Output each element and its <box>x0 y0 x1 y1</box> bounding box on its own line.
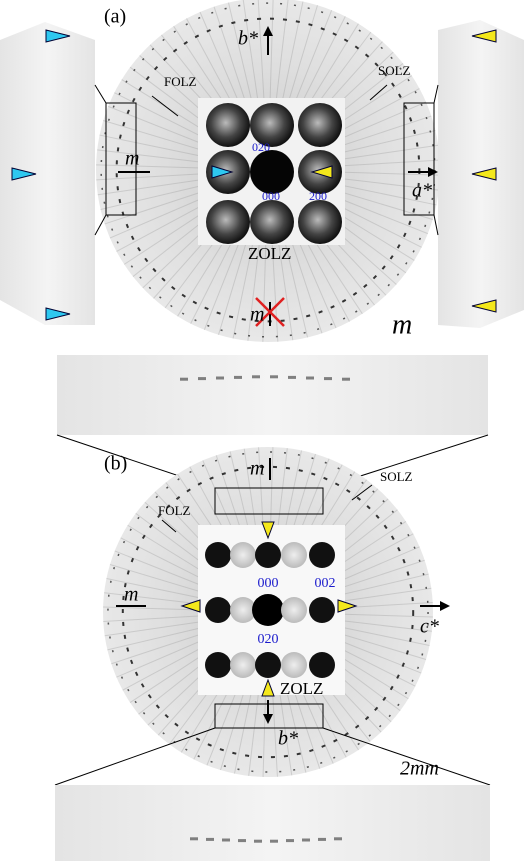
cbed-disk <box>255 542 281 568</box>
cbed-disk <box>281 542 307 568</box>
cbed-disk <box>298 103 342 147</box>
cbed-disk <box>281 652 307 678</box>
cbed-disk <box>205 597 231 623</box>
figure: (a) b* SOLZ FOLZ m 020 000 200 a* ZOLZ m… <box>0 0 524 861</box>
index-label: 020 <box>258 632 279 647</box>
hole-line <box>302 839 310 842</box>
index-label: 000 <box>262 189 280 203</box>
cbed-disk <box>206 103 250 147</box>
hole-line <box>222 839 230 842</box>
zone-label: ZOLZ <box>248 244 291 263</box>
mirror-label: m <box>392 309 412 340</box>
cbed-disk <box>205 652 231 678</box>
hole-line <box>334 837 342 840</box>
zone-label: FOLZ <box>158 503 191 518</box>
cbed-disk <box>281 597 307 623</box>
cbed-disk <box>250 150 294 194</box>
hole-line <box>324 377 332 380</box>
cbed-disk <box>298 200 342 244</box>
mirror-label: m <box>250 458 264 480</box>
strip-1 <box>57 355 488 435</box>
axis-label: b* <box>278 728 298 750</box>
index-label: 200 <box>309 189 327 203</box>
axis-label: a* <box>412 180 432 202</box>
cbed-disk <box>230 652 256 678</box>
scale-label: 2mm <box>400 758 439 780</box>
mirror-label: m <box>124 584 138 606</box>
hole-line <box>270 375 278 378</box>
cbed-disk <box>309 542 335 568</box>
cbed-disk <box>230 542 256 568</box>
hole-line <box>198 377 206 380</box>
cbed-disk <box>252 594 284 626</box>
cbed-disk <box>250 200 294 244</box>
zone-label: SOLZ <box>380 469 413 484</box>
cbed-disk <box>205 542 231 568</box>
cbed-disk <box>206 200 250 244</box>
zone-label: SOLZ <box>378 63 411 78</box>
hole-line <box>234 376 242 379</box>
axis-label: b* <box>238 28 258 50</box>
cbed-disk <box>309 652 335 678</box>
hole-line <box>190 837 198 840</box>
hole-line <box>318 838 326 841</box>
hole-line <box>206 838 214 841</box>
strip-2 <box>55 785 490 861</box>
hole-line <box>342 378 350 381</box>
index-label: 000 <box>258 576 279 591</box>
zone-label: FOLZ <box>164 74 197 89</box>
hole-line <box>286 839 294 842</box>
zone-label: ZOLZ <box>280 679 323 698</box>
index-label: 020 <box>252 140 270 154</box>
axis-label: c* <box>420 616 439 638</box>
cbed-disk <box>309 597 335 623</box>
hole-line <box>270 840 278 843</box>
mirror-label: m <box>250 304 264 326</box>
cbed-disk <box>255 652 281 678</box>
panel-label: (b) <box>104 453 127 475</box>
mirror-label: m <box>125 148 139 170</box>
hole-line <box>254 840 262 843</box>
panel-label: (a) <box>104 6 126 28</box>
index-label: 002 <box>315 576 336 591</box>
hole-line <box>252 375 260 378</box>
hole-line <box>238 839 246 842</box>
hole-line <box>180 378 188 381</box>
hole-line <box>288 376 296 379</box>
hole-line <box>306 377 314 380</box>
hole-line <box>216 377 224 380</box>
